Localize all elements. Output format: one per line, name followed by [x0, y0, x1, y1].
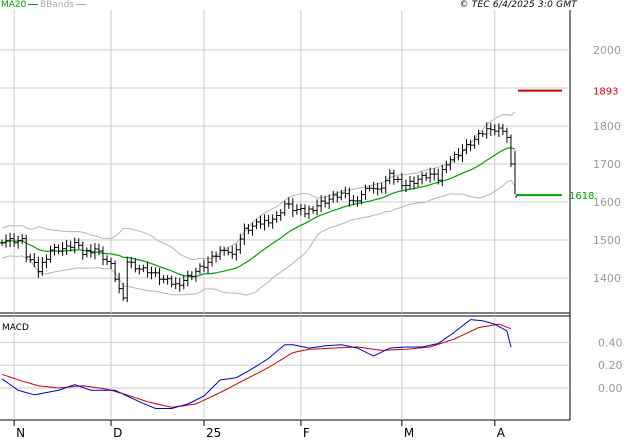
ma20-legend-label: MA20 [1, 0, 27, 10]
price-y-tick-label: 1700 [593, 158, 621, 171]
macd-title: MACD [2, 323, 29, 333]
price-y-tick-label: 1500 [593, 234, 621, 247]
bbands-legend: BBands [40, 0, 89, 10]
copyright-label: © TEC 6/4/2025 3:0 GMT [459, 0, 577, 10]
x-tick-label: 25 [206, 426, 221, 440]
bband-upper-line [1, 111, 516, 261]
bbands-legend-label: BBands [40, 0, 74, 10]
bbands-legend-swatch [75, 4, 86, 5]
x-tick-label: D [113, 426, 122, 440]
price-y-tick-label: 2000 [593, 44, 621, 57]
macd-line [1, 319, 512, 409]
macd-signal-line [1, 323, 512, 408]
ma20-legend-swatch [28, 4, 39, 5]
support-level-label: 1618 [569, 191, 594, 202]
x-tick-label: F [303, 426, 310, 440]
x-tick-label: N [16, 426, 25, 440]
price-y-tick-label: 1800 [593, 120, 621, 133]
macd-y-tick-label: 0.00 [598, 382, 623, 395]
macd-y-tick-label: 0.20 [598, 359, 623, 372]
macd-y-tick-label: 0.40 [598, 336, 623, 349]
price-y-tick-label: 1400 [593, 272, 621, 285]
resistance-level-label: 1893 [593, 87, 618, 98]
x-tick-label: A [497, 426, 506, 440]
bband-lower-line [1, 179, 516, 296]
x-tick-label: M [404, 426, 414, 440]
ma20-legend: MA20 [1, 0, 41, 10]
price-y-tick-label: 1600 [593, 196, 621, 209]
